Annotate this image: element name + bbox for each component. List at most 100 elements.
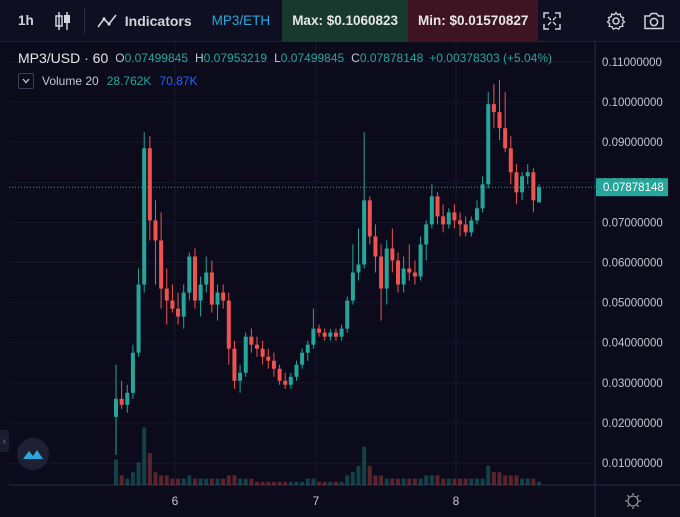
volume-bar (514, 475, 519, 485)
volume-bar (283, 481, 288, 485)
price-tick-label: 0.11000000 (602, 57, 662, 69)
axis-settings-button[interactable] (625, 493, 641, 509)
indicators-button[interactable]: Indicators (91, 0, 200, 42)
volume-bar (328, 481, 333, 485)
candle-body (187, 256, 192, 293)
candle-body (525, 172, 530, 177)
candle-body (412, 272, 417, 277)
candle-body (119, 398, 124, 405)
candle-body (215, 292, 220, 305)
volume-bar (192, 478, 197, 485)
fullscreen-icon (543, 12, 561, 30)
volume-bar (204, 478, 209, 485)
volume-bar (452, 478, 457, 485)
volume-bar (333, 481, 338, 485)
candle-body (317, 328, 322, 333)
candle-body (283, 380, 288, 385)
settings-button[interactable] (599, 0, 633, 42)
volume-bar (170, 478, 175, 485)
screenshot-button[interactable] (637, 0, 671, 42)
volume-bar (441, 478, 446, 485)
volume-bar (226, 475, 231, 485)
candle-body (114, 398, 118, 417)
candle-body (226, 300, 231, 349)
candle-body (350, 272, 355, 301)
price-tick-label: 0.10000000 (602, 97, 663, 109)
candle-body (170, 300, 175, 309)
candle-body (300, 352, 305, 365)
volume-bar (429, 475, 434, 485)
time-tick-label: 8 (453, 494, 460, 508)
volume-bar (266, 481, 271, 485)
volume-bar (486, 465, 491, 485)
low-label: L (274, 51, 281, 65)
price-tick-label: 0.05000000 (602, 298, 663, 310)
tradingview-logo-icon (23, 450, 43, 459)
price-chart[interactable]: 0.110000000.100000000.090000000.08000000… (0, 42, 680, 517)
volume-bar (147, 453, 152, 485)
volume-bar (469, 478, 474, 485)
candle-body (288, 376, 293, 385)
volume-bar (525, 478, 530, 485)
chart-grid (9, 42, 595, 485)
candle-body (396, 260, 400, 285)
volume-name[interactable]: Volume 20 (42, 74, 99, 88)
volume-bar (243, 478, 248, 485)
volume-bar (114, 459, 118, 485)
volume-ma-value: 70.87K (159, 74, 198, 88)
fullscreen-button[interactable] (535, 0, 569, 42)
volume-bar (176, 478, 181, 485)
volume-bar (531, 478, 536, 485)
candle-body (260, 348, 265, 357)
volume-bar (159, 475, 164, 485)
chart-type-button[interactable] (48, 0, 78, 42)
camera-icon (644, 12, 664, 30)
candle-body (311, 328, 316, 345)
interval-button[interactable]: 1h (18, 13, 34, 28)
volume-bar (311, 478, 316, 485)
volume-bar (424, 475, 429, 485)
volume-legend: Volume 20 28.762K 70.87K (18, 73, 197, 89)
high-value: 0.07953219 (203, 51, 268, 65)
candle-body (339, 328, 344, 337)
candle-body (305, 344, 310, 353)
volume-bar (288, 481, 293, 485)
top-toolbar: 1h Indicators MP3/ETH Max: $0.1060823 Mi… (0, 0, 680, 42)
volume-bar (345, 475, 350, 485)
toolbar-divider (83, 7, 85, 34)
volume-bar (379, 475, 384, 485)
volume-bar (271, 481, 276, 485)
candle-body (198, 284, 203, 301)
candle-body (345, 300, 350, 329)
candle-body (497, 112, 502, 129)
last-price-badge (596, 178, 668, 197)
low-value: 0.07499845 (280, 51, 345, 65)
volume-bar (181, 478, 186, 485)
volume-bar (198, 478, 203, 485)
volume-bar (356, 465, 361, 485)
volume-bar (136, 462, 141, 485)
volume-bar (390, 478, 395, 485)
volume-bar (508, 475, 513, 485)
candle-body (153, 220, 158, 241)
pair-selector[interactable]: MP3/ETH (211, 13, 271, 28)
candle-body (452, 212, 457, 221)
volume-collapse-button[interactable] (18, 73, 34, 89)
tradingview-logo[interactable] (17, 438, 49, 470)
candle-body (503, 128, 508, 149)
candle-body (531, 172, 536, 201)
volume-bar (187, 475, 192, 485)
candle-body (204, 272, 209, 285)
volume-bar (497, 472, 502, 485)
price-tick-label: 0.09000000 (602, 137, 663, 149)
volume-bar (401, 478, 406, 485)
volume-bar (277, 481, 282, 485)
candle-body (221, 292, 226, 301)
volume-bar (215, 478, 220, 485)
side-panel-toggle[interactable]: ‹ (0, 430, 9, 452)
volume-bar (322, 481, 327, 485)
candle-body (362, 200, 367, 265)
time-tick-label: 6 (172, 494, 179, 508)
chevron-left-icon: ‹ (2, 435, 7, 447)
indicators-icon (97, 14, 117, 27)
